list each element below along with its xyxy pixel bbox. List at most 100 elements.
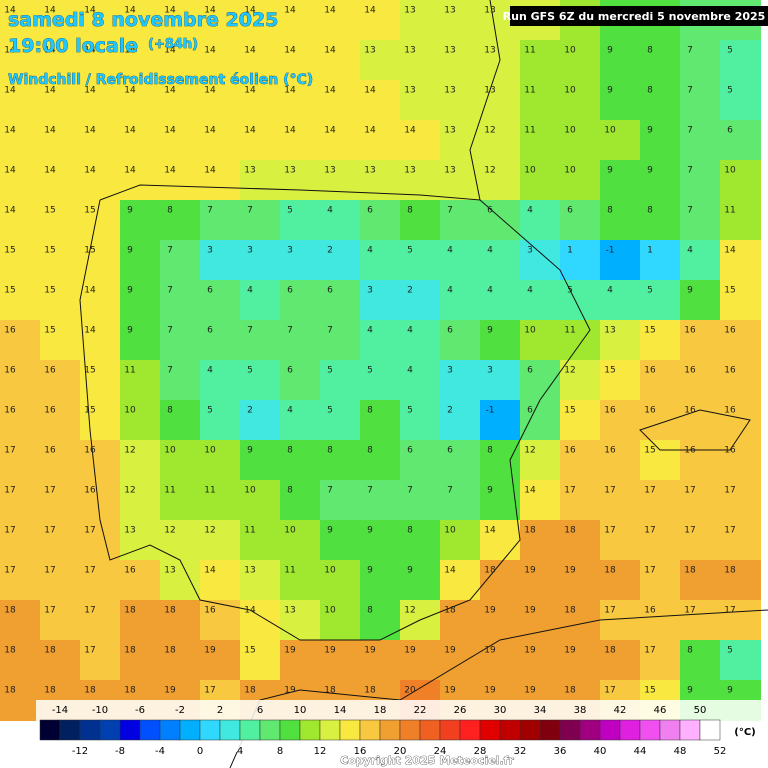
cell-value: 16: [724, 326, 736, 336]
parameter: Windchill / Refroidissement éolien (°C): [8, 72, 313, 88]
cell-value: 16: [684, 326, 696, 336]
cell: [0, 560, 41, 601]
cell-value: 13: [364, 166, 375, 176]
cell: [0, 400, 41, 441]
legend-swatch: [99, 719, 121, 741]
cell-value: 16: [84, 446, 96, 456]
cell: [200, 400, 241, 441]
cell-value: 9: [687, 686, 693, 696]
cell-value: 19: [484, 686, 496, 696]
cell-value: 18: [164, 606, 176, 616]
cell: [120, 400, 161, 441]
cell-value: 17: [84, 566, 95, 576]
cell-value: 5: [367, 366, 373, 376]
cell: [680, 280, 721, 321]
cell-value: 8: [287, 486, 293, 496]
cell-value: 10: [564, 46, 576, 56]
cell: [480, 120, 521, 161]
cell: [520, 120, 561, 161]
cell-value: 5: [407, 406, 413, 416]
cell-value: 4: [287, 406, 293, 416]
cell-value: 15: [44, 286, 55, 296]
cell-value: 17: [684, 486, 695, 496]
cell-value: 3: [447, 366, 453, 376]
cell-value: 15: [604, 366, 615, 376]
legend-label: 12: [314, 746, 327, 757]
cell-value: 4: [407, 366, 413, 376]
cell-value: 4: [527, 286, 533, 296]
cell-value: 9: [607, 166, 613, 176]
cell: [400, 640, 441, 681]
cell-value: 9: [407, 566, 413, 576]
cell-value: 14: [84, 166, 96, 176]
cell: [240, 640, 281, 681]
cell-value: 13: [404, 6, 415, 16]
cell-value: 5: [207, 406, 213, 416]
cell: [0, 680, 41, 721]
cell: [40, 560, 81, 601]
cell-value: 16: [124, 566, 136, 576]
cell: [440, 560, 481, 601]
cell: [0, 320, 41, 361]
cell-value: 11: [164, 486, 175, 496]
cell: [80, 0, 121, 41]
cell: [440, 320, 481, 361]
cell: [600, 440, 641, 481]
cell-value: 15: [4, 246, 15, 256]
legend-swatch: [599, 719, 621, 741]
cell: [560, 240, 601, 281]
cell: [240, 80, 281, 121]
cell-value: 4: [247, 286, 253, 296]
cell-value: 18: [244, 686, 256, 696]
cell-value: 14: [204, 166, 216, 176]
cell-value: 19: [484, 646, 496, 656]
cell-value: 10: [324, 566, 336, 576]
cell: [560, 600, 601, 641]
cell-value: 17: [604, 606, 615, 616]
cell-value: 18: [4, 686, 16, 696]
cell-value: 11: [524, 46, 535, 56]
cell-value: 7: [327, 326, 333, 336]
cell-value: 13: [484, 6, 495, 16]
cell-value: 3: [367, 286, 373, 296]
legend-label: 8: [277, 746, 283, 757]
cell-value: 7: [407, 486, 413, 496]
cell: [720, 440, 761, 481]
cell: [240, 320, 281, 361]
cell: [200, 0, 241, 41]
cell: [400, 320, 441, 361]
cell: [640, 560, 681, 601]
cell: [280, 320, 321, 361]
cell-value: 8: [367, 446, 373, 456]
cell-value: 14: [204, 566, 216, 576]
legend-swatch: [239, 719, 261, 741]
cell-value: 15: [44, 206, 55, 216]
cell-value: 12: [204, 526, 215, 536]
run: Run GFS 6Z du mercredi 5 novembre 2025: [503, 10, 766, 23]
cell-value: 5: [727, 86, 733, 96]
legend-label: -2: [175, 705, 185, 716]
cell-value: 13: [444, 126, 455, 136]
cell: [400, 360, 441, 401]
colorbar: -14 -10 -6 -2 2 6 10 14 18 22 26 30 34 38 42 46 50-12 -8-…: [36, 700, 768, 757]
cell-value: 4: [487, 246, 493, 256]
legend-label: 40: [594, 746, 607, 757]
cell: [280, 80, 321, 121]
cell: [560, 360, 601, 401]
cell: [40, 120, 81, 161]
cell: [160, 440, 201, 481]
cell: [560, 160, 601, 201]
legend-label: 4: [237, 746, 243, 757]
cell-value: 4: [407, 326, 413, 336]
cell: [80, 200, 121, 241]
cell: [720, 120, 761, 161]
cell-value: -1: [486, 406, 495, 416]
cell-value: 3: [247, 246, 253, 256]
cell: [120, 80, 161, 121]
cell: [320, 400, 361, 441]
cell-value: 16: [724, 366, 736, 376]
cell: [680, 600, 721, 641]
cell: [680, 240, 721, 281]
cell: [280, 0, 321, 41]
cell: [600, 520, 641, 561]
